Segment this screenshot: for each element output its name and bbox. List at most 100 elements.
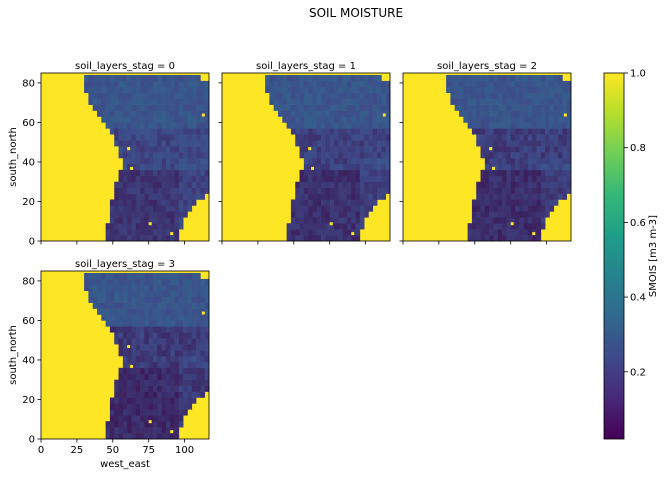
heatmap-cell [308,193,313,200]
heatmap-cell [334,193,339,200]
heatmap-cell [153,163,158,171]
heatmap-cell [269,80,274,88]
heatmap-cell [135,140,141,147]
heatmap-cell [183,152,188,159]
heatmap-cell [157,152,162,159]
heatmap-cell [127,98,132,105]
heatmap-cell [351,116,356,123]
heatmap-cell [109,128,115,135]
heatmap-cell [316,163,322,171]
heatmap-cell [165,314,171,321]
heatmap-cell [187,134,193,141]
heatmap-cell [114,181,119,188]
heatmap-cell [308,80,313,88]
heatmap-cell [566,116,572,123]
heatmap-cell [191,140,197,147]
heatmap-cell [493,223,499,230]
heatmap-cell [165,199,171,206]
heatmap-cell [334,229,339,236]
heatmap-cell [178,140,184,147]
heatmap-cell [502,128,507,135]
heatmap-cell [506,169,511,177]
y-tick-label: 60 [22,118,35,129]
heatmap-cell [187,403,193,410]
heatmap-cell [368,175,374,183]
heatmap-cell [377,181,382,188]
heatmap-cell [381,80,386,88]
heatmap-cell [471,211,477,218]
heatmap-cell [566,140,572,147]
heatmap-cell [157,217,162,224]
heatmap-cell [510,74,516,82]
heatmap-cell [140,104,145,111]
heatmap-cell [144,320,149,327]
heatmap-cell [144,235,149,242]
heatmap-cell [497,205,503,212]
heatmap-cell [368,205,374,212]
heatmap-cell [480,169,486,177]
heatmap-cell [183,181,188,188]
heatmap-cell [558,80,563,88]
heatmap-cell [140,361,145,369]
heatmap-cell [114,193,119,200]
heatmap-cell [183,296,188,303]
heatmap-cell [355,134,361,141]
heatmap-cell [200,157,205,165]
heatmap-cell [312,211,318,218]
heatmap-cell [342,205,348,212]
heatmap-cell [196,140,201,147]
heatmap-cell [153,272,158,280]
heatmap-cell [502,104,507,111]
heatmap-cell [170,193,175,200]
heatmap-cell [127,397,132,404]
heatmap-cell [476,128,481,135]
heatmap-cell [135,134,141,141]
heatmap-cell [153,74,158,82]
heatmap-cell [527,128,533,135]
heatmap-cell [140,421,145,428]
heatmap-cell [114,272,119,280]
heatmap-cell [148,403,154,410]
heatmap-cell [385,104,391,111]
heatmap-cell [135,223,141,230]
heatmap-cell [377,80,382,88]
heatmap-cell [153,193,158,200]
heatmap-cell [144,433,149,440]
heatmap-cell [493,187,499,194]
heatmap-cell [170,296,175,303]
heatmap-cell [385,140,391,147]
heatmap-cell [200,284,205,292]
heatmap-cell [165,415,171,422]
heatmap-cell [144,403,149,410]
heatmap-cell [174,415,180,422]
heatmap-cell [127,199,132,206]
heatmap-cell [351,235,356,242]
heatmap-cell [170,110,175,117]
heatmap-cell [153,284,158,292]
heatmap-cell [131,320,137,327]
heatmap-cell [532,92,537,99]
heatmap-cell [368,104,374,111]
heatmap-cell [88,86,93,94]
heatmap-cell [519,193,524,200]
heatmap-cell [183,128,188,135]
heatmap-cell [566,163,572,171]
heatmap-cell [519,223,524,230]
heatmap-cell [303,211,309,218]
heatmap-cell [480,193,486,200]
heatmap-cell [178,385,184,392]
heatmap-cell [178,421,184,428]
y-axis-label: south_north [8,127,19,187]
heatmap-cell [545,211,550,218]
heatmap-cell [131,157,137,165]
heatmap-cell [385,146,391,153]
heatmap-cell [536,157,542,165]
heatmap-cell [273,74,279,82]
heatmap-cell [480,223,486,230]
heatmap-cell [329,157,335,165]
heatmap-cell [183,104,188,111]
heatmap-cell [519,217,524,224]
heatmap-cell [174,140,180,147]
heatmap-cell [308,157,313,165]
heatmap-cell [523,134,529,141]
